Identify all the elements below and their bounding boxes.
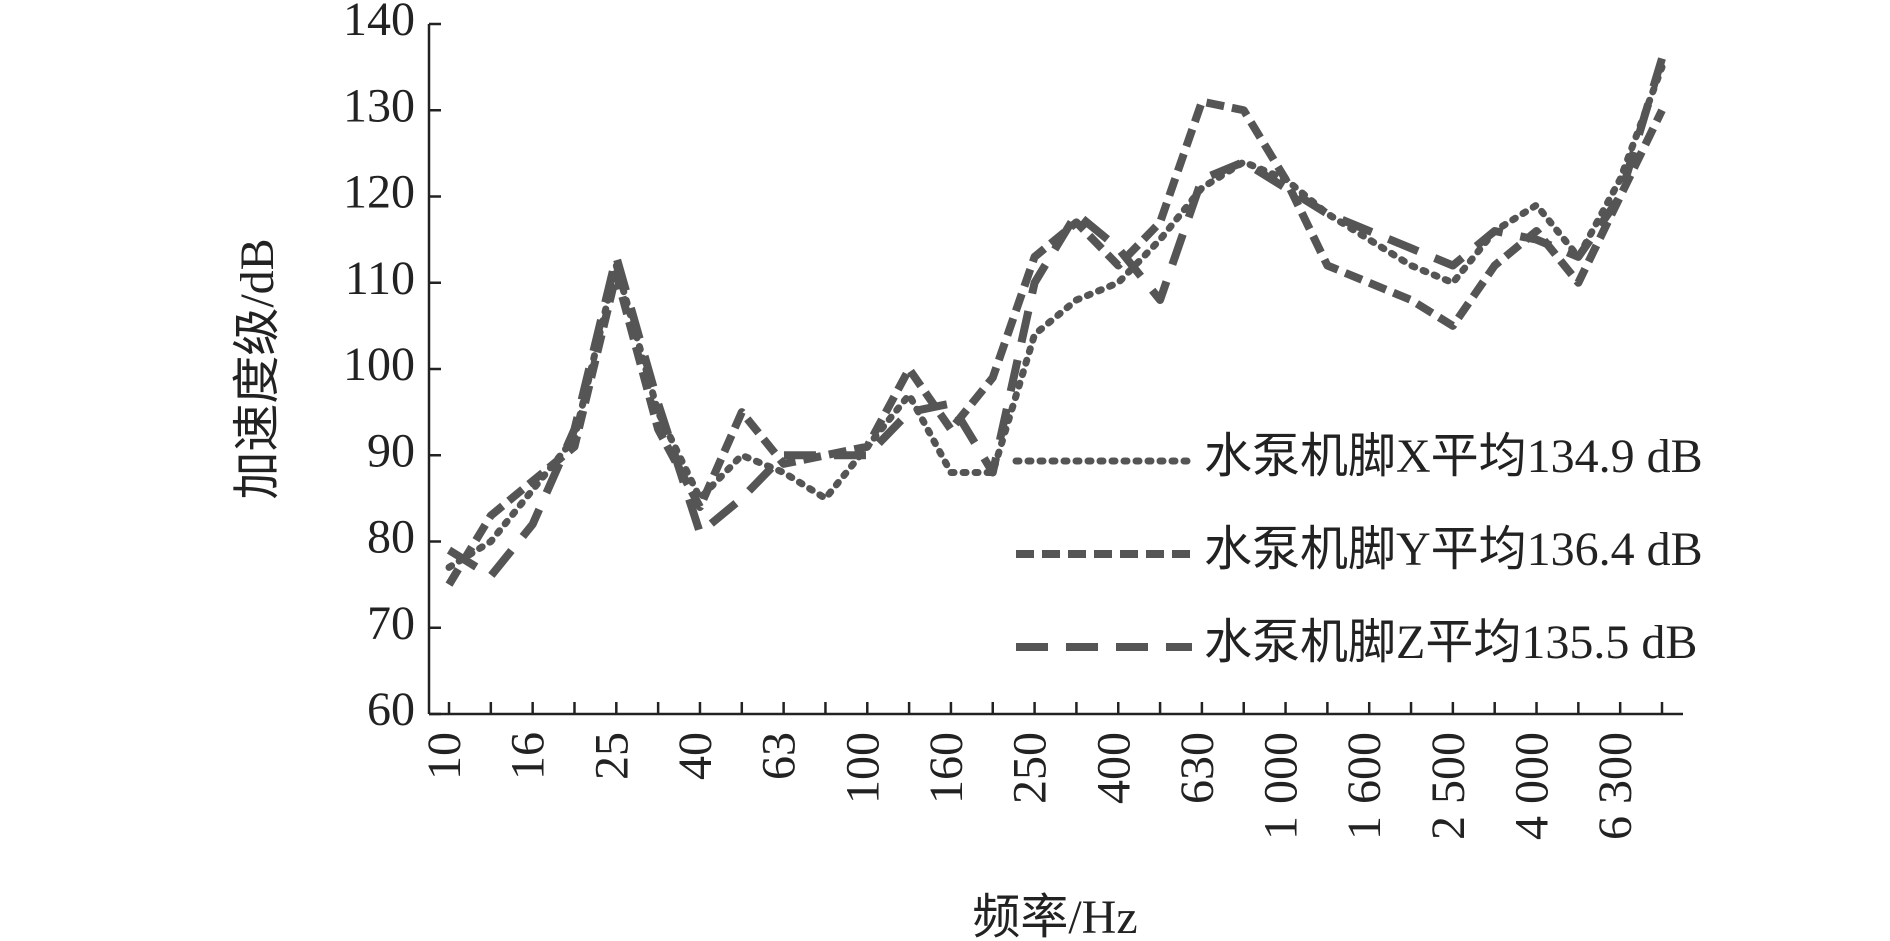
x-tick-label: 63 <box>753 732 806 780</box>
y-tick-label: 80 <box>367 511 415 564</box>
y-axis-label: 加速度级/dB <box>231 238 284 499</box>
x-tick-label: 25 <box>585 732 638 780</box>
x-tick-label: 16 <box>502 732 555 780</box>
y-tick-label: 140 <box>343 0 415 46</box>
x-tick-label: 4 000 <box>1506 732 1559 840</box>
series-line <box>445 63 1666 571</box>
x-tick-label: 100 <box>836 732 889 804</box>
x-tick-label: 1 000 <box>1255 732 1308 840</box>
x-tick-label: 630 <box>1171 732 1224 804</box>
x-tick-label: 10 <box>418 732 471 780</box>
x-tick-label: 1 600 <box>1338 732 1391 840</box>
y-tick-label: 100 <box>343 338 415 391</box>
legend-label: 水泵机脚Z平均135.5 dB <box>1204 616 1697 669</box>
x-tick-label: 6 300 <box>1589 732 1642 840</box>
y-tick-label: 130 <box>343 79 415 132</box>
x-tick-label: 250 <box>1004 732 1057 804</box>
y-tick-label: 90 <box>367 424 415 477</box>
y-tick-label: 120 <box>343 166 415 219</box>
y-tick-label: 60 <box>367 683 415 736</box>
legend-label: 水泵机脚X平均134.9 dB <box>1204 430 1703 483</box>
y-tick-label: 70 <box>367 597 415 650</box>
x-tick-label: 2 500 <box>1422 732 1475 840</box>
y-tick-label: 110 <box>345 252 415 305</box>
series-line <box>445 97 1666 587</box>
series-line <box>446 57 1666 580</box>
x-tick-label: 160 <box>920 732 973 804</box>
x-axis-label: 频率/Hz <box>972 891 1137 941</box>
x-tick-label: 40 <box>669 732 722 780</box>
legend-label: 水泵机脚Y平均136.4 dB <box>1204 523 1703 576</box>
x-tick-label: 400 <box>1087 732 1140 804</box>
